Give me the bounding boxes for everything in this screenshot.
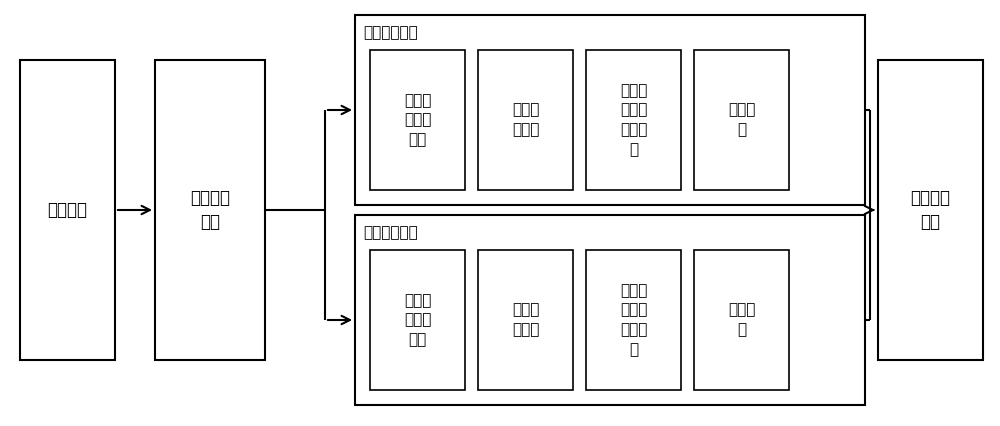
Bar xyxy=(878,60,983,360)
Bar xyxy=(370,50,465,190)
Text: 经验模
态分解
模块: 经验模 态分解 模块 xyxy=(404,293,431,347)
Text: 接收模块: 接收模块 xyxy=(48,201,88,219)
Text: 重构模
块: 重构模 块 xyxy=(728,103,755,138)
Bar xyxy=(20,60,115,360)
Bar xyxy=(586,50,681,190)
Bar xyxy=(586,250,681,390)
Text: 重构模
块: 重构模 块 xyxy=(728,302,755,337)
Bar xyxy=(478,250,573,390)
Text: 希尔伯
特变换
去噪模
块: 希尔伯 特变换 去噪模 块 xyxy=(620,83,647,157)
Bar xyxy=(694,250,789,390)
Text: 能量去
噪模块: 能量去 噪模块 xyxy=(512,103,539,138)
Bar xyxy=(155,60,265,360)
Text: 希尔伯
特变换
去噪模
块: 希尔伯 特变换 去噪模 块 xyxy=(620,283,647,357)
Bar xyxy=(370,250,465,390)
Text: 经验模
态分解
模块: 经验模 态分解 模块 xyxy=(404,93,431,147)
Bar xyxy=(478,50,573,190)
Text: 第一去噪模块: 第一去噪模块 xyxy=(363,225,418,241)
Text: 第二去噪
模块: 第二去噪 模块 xyxy=(910,189,950,231)
Text: 能量去
噪模块: 能量去 噪模块 xyxy=(512,302,539,337)
Text: 信号提取
模块: 信号提取 模块 xyxy=(190,189,230,231)
Text: 第一去噪模块: 第一去噪模块 xyxy=(363,26,418,40)
Bar xyxy=(355,215,865,405)
Bar xyxy=(355,15,865,205)
Bar xyxy=(694,50,789,190)
